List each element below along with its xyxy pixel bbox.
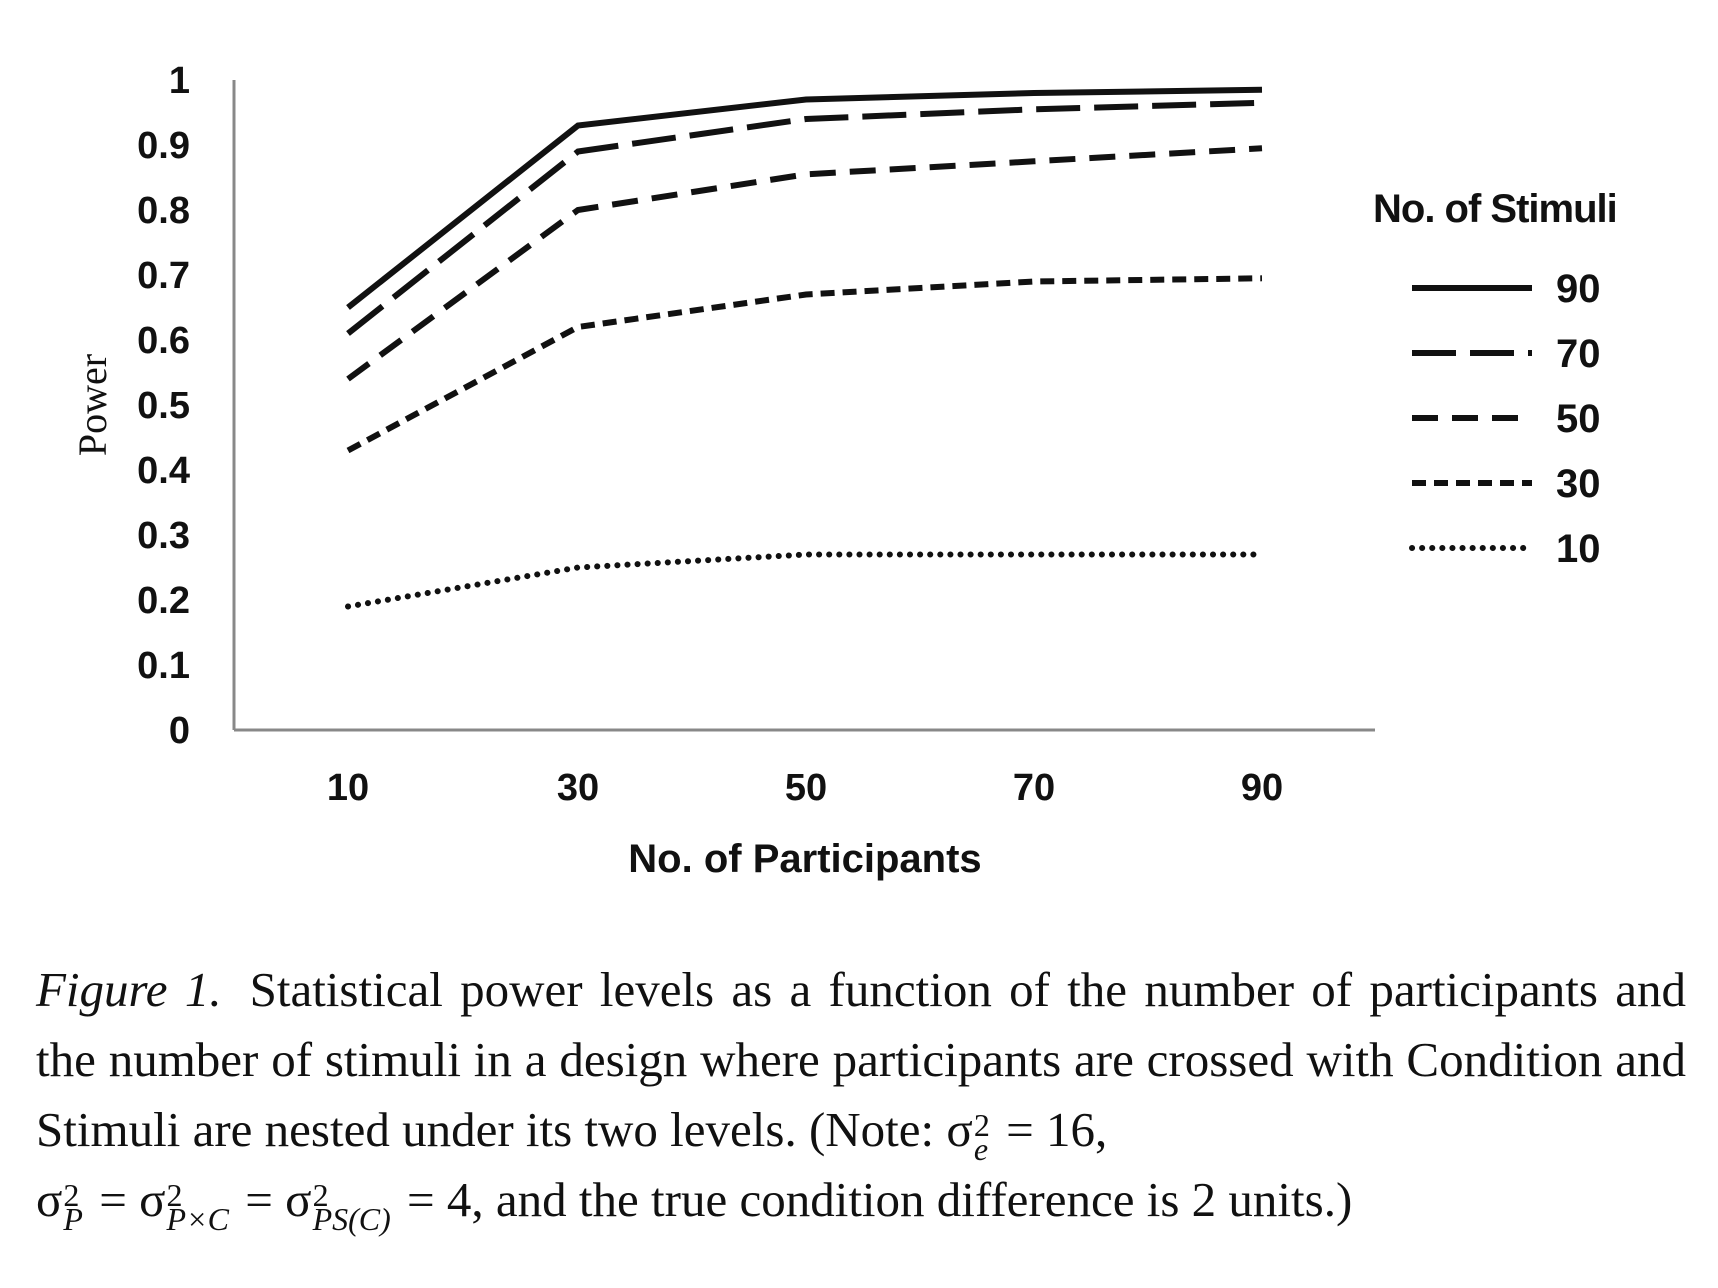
x-tick-label: 70 bbox=[1013, 767, 1055, 809]
y-tick-label: 0.5 bbox=[137, 385, 190, 427]
caption-eq-1: = σ bbox=[86, 1172, 166, 1227]
caption-eq-2: = σ bbox=[233, 1172, 312, 1227]
caption-text-3: = 4, and the true condition difference i… bbox=[394, 1172, 1353, 1227]
legend-label-90: 90 bbox=[1556, 267, 1601, 311]
legend-label-70: 70 bbox=[1556, 332, 1601, 376]
figure-label: Figure 1. bbox=[36, 962, 222, 1017]
y-tick-labels: 0 0.1 0.2 0.3 0.4 0.5 0.6 0.7 0.8 0.9 1 bbox=[137, 60, 190, 752]
legend: No. of Stimuli 90 70 50 30 10 bbox=[1373, 187, 1618, 571]
legend-label-50: 50 bbox=[1556, 397, 1601, 441]
power-line-chart: 00.10.20.30.40.50.60.70.80.91 10 30 50 70 90… bbox=[70, 60, 1618, 881]
figure-caption: Figure 1. Statistical power levels as a f… bbox=[36, 955, 1686, 1235]
sup-2: 2 bbox=[973, 1107, 990, 1143]
sub-pxc: P×C bbox=[166, 1201, 230, 1237]
series-line-10 bbox=[345, 551, 1265, 610]
series-line-90 bbox=[346, 86, 1263, 310]
sigma-psc-scripts: 2 PS(C) bbox=[312, 1177, 391, 1237]
legend-label-10: 10 bbox=[1556, 527, 1601, 571]
y-tick-label: 0.9 bbox=[137, 125, 190, 167]
y-tick-label: 0.3 bbox=[137, 515, 190, 557]
y-tick-label: 0.1 bbox=[137, 645, 190, 687]
y-tick-label: 0.7 bbox=[137, 255, 190, 297]
sub-psc: PS(C) bbox=[312, 1201, 391, 1237]
legend-title: No. of Stimuli bbox=[1373, 187, 1617, 231]
y-tick-label: 0.4 bbox=[137, 450, 190, 492]
sub-e: e bbox=[973, 1131, 989, 1167]
sigma-p: σ bbox=[36, 1172, 63, 1227]
x-tick-label: 90 bbox=[1241, 767, 1283, 809]
sup-2: 2 bbox=[312, 1177, 329, 1213]
caption-text-2: = 16, bbox=[993, 1102, 1108, 1157]
sigma-pxc-scripts: 2 P×C bbox=[166, 1177, 230, 1237]
legend-label-30: 30 bbox=[1556, 462, 1601, 506]
series-line-70 bbox=[346, 99, 1263, 336]
y-tick-label: 0.8 bbox=[137, 190, 190, 232]
y-tick-label: 0 bbox=[169, 710, 190, 752]
y-tick-label: 0.6 bbox=[137, 320, 190, 362]
legend-items: 90 70 50 30 10 bbox=[1409, 267, 1601, 571]
series-line-30 bbox=[346, 275, 1263, 454]
sup-2: 2 bbox=[166, 1177, 183, 1213]
series-lines bbox=[345, 86, 1265, 610]
sup-2: 2 bbox=[63, 1177, 80, 1213]
chart-axes bbox=[232, 80, 1375, 732]
x-tick-label: 50 bbox=[785, 767, 827, 809]
caption-text-1: Statistical power levels as a function o… bbox=[36, 962, 1686, 1157]
y-tick-label: 0.2 bbox=[137, 580, 190, 622]
y-tick-label: 1 bbox=[169, 60, 190, 102]
sub-p: P bbox=[63, 1201, 83, 1237]
x-axis-title: No. of Participants bbox=[628, 837, 981, 881]
series-line-50 bbox=[346, 145, 1263, 382]
y-axis-title: Power bbox=[70, 354, 115, 456]
x-tick-labels: 10 30 50 70 90 bbox=[327, 767, 1283, 809]
x-tick-label: 10 bbox=[327, 767, 369, 809]
x-tick-label: 30 bbox=[557, 767, 599, 809]
